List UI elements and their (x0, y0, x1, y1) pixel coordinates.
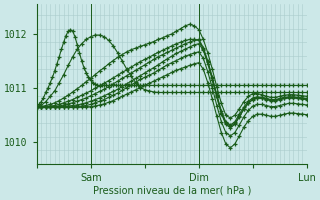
X-axis label: Pression niveau de la mer( hPa ): Pression niveau de la mer( hPa ) (92, 186, 251, 196)
